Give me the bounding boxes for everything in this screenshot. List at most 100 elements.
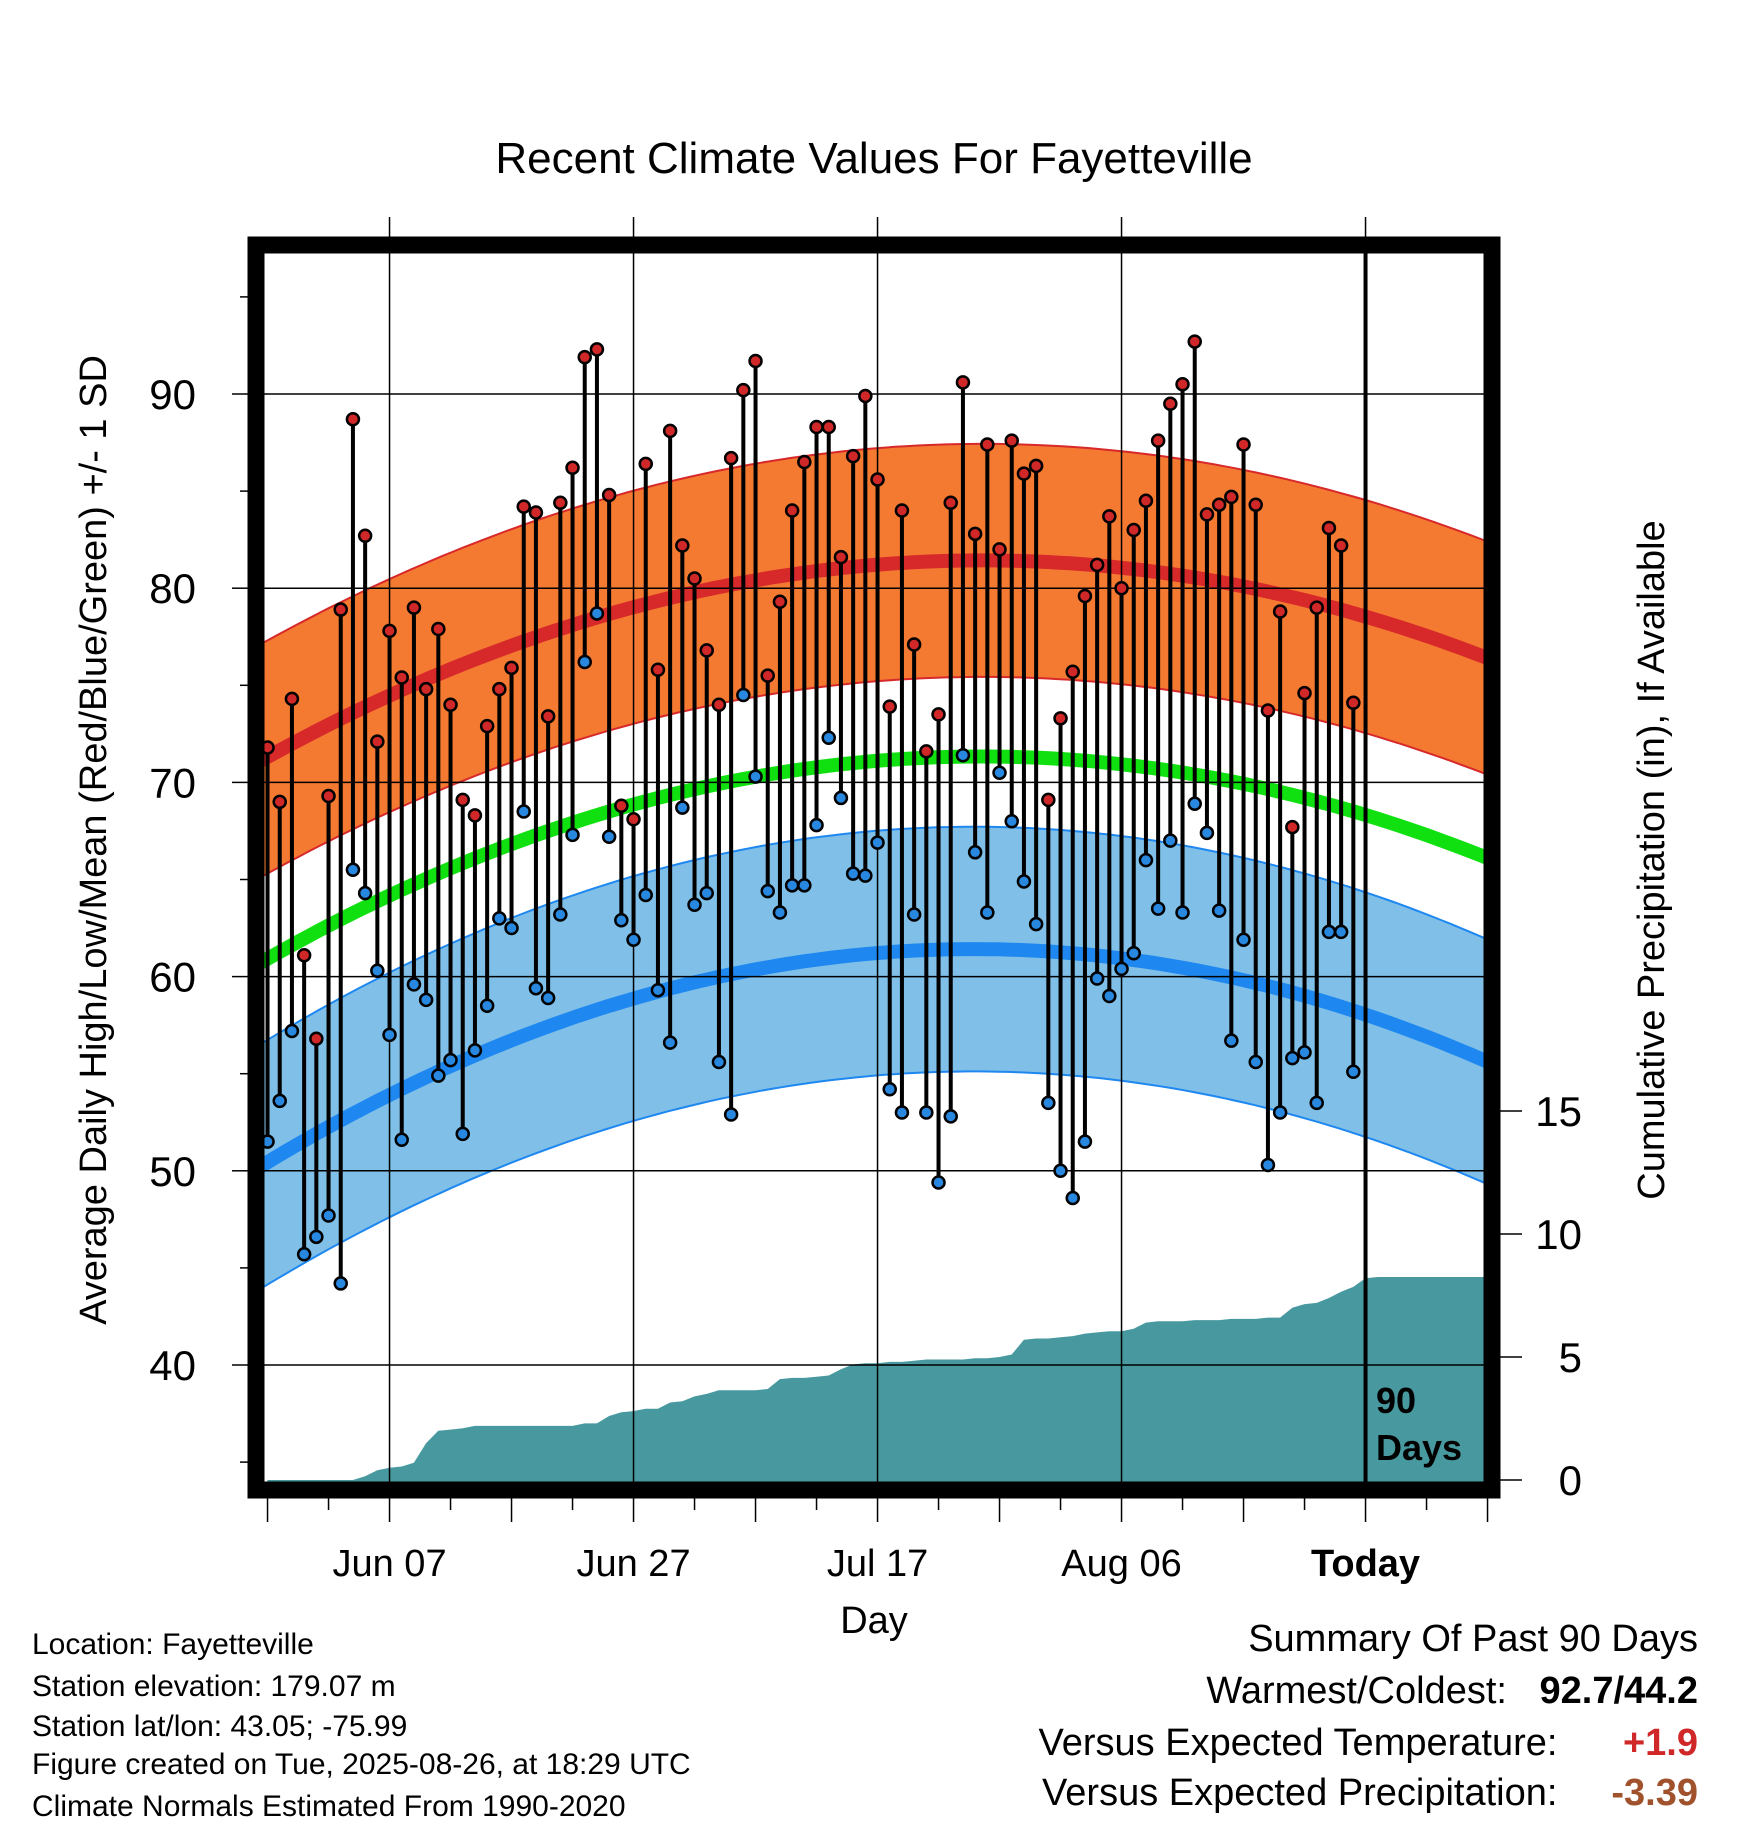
daily-high-point <box>614 798 629 813</box>
x-tick-label: Jul 17 <box>827 1543 928 1585</box>
summary-warm-cold-value: 92.7/44.2 <box>1539 1670 1698 1712</box>
daily-high-point <box>492 681 507 697</box>
daily-low-point <box>1004 813 1019 829</box>
daily-high-point <box>736 382 751 398</box>
precip-layer <box>267 1277 1492 1490</box>
daily-low-point <box>723 1107 739 1122</box>
daily-high-point <box>845 448 861 464</box>
info-latlon: Station lat/lon: 43.05; -75.99 <box>32 1710 408 1743</box>
daily-high-point <box>1199 507 1215 522</box>
daily-high-point <box>528 505 544 520</box>
daily-high-point <box>858 388 873 404</box>
daily-high-point <box>870 472 885 487</box>
daily-low-point <box>296 1247 312 1262</box>
daily-high-point <box>1285 819 1300 835</box>
summary-temp: Versus Expected Temperature: +1.9 <box>1039 1722 1698 1765</box>
daily-high-point <box>516 499 531 514</box>
daily-high-point <box>345 411 361 427</box>
daily-high-point <box>797 454 812 470</box>
daily-high-point <box>894 503 910 518</box>
daily-low-point <box>321 1208 336 1223</box>
x-tick-label: Today <box>1311 1543 1420 1585</box>
daily-high-point <box>723 450 739 466</box>
daily-high-point <box>919 744 934 759</box>
daily-high-point <box>626 812 641 827</box>
daily-low-point <box>882 1081 897 1097</box>
daily-high-point <box>1077 588 1093 604</box>
daily-high-point <box>357 528 373 544</box>
daily-high-point <box>1224 489 1239 505</box>
daily-high-point <box>699 643 714 658</box>
daily-high-point <box>540 709 556 724</box>
summary-warm-cold-label: Warmest/Coldest: <box>1206 1670 1507 1712</box>
today-days-word: Days <box>1376 1427 1462 1468</box>
daily-low-point <box>1028 916 1044 932</box>
y2-tick-label: 5 <box>1559 1334 1582 1381</box>
daily-low-point <box>1102 988 1117 1004</box>
daily-low-point <box>1260 1157 1276 1173</box>
daily-high-point <box>1089 557 1105 573</box>
daily-low-point <box>1175 905 1190 920</box>
daily-low-point <box>699 885 714 901</box>
daily-low-point <box>443 1052 458 1068</box>
summary-temp-value: +1.9 <box>1622 1722 1698 1764</box>
daily-low-point <box>431 1068 446 1083</box>
normal-bands-layer <box>252 442 1496 1293</box>
daily-high-point <box>809 419 824 435</box>
y2-tick-label: 0 <box>1559 1457 1582 1504</box>
daily-high-point <box>565 460 580 476</box>
daily-high-point <box>662 423 678 439</box>
daily-high-point <box>906 637 922 652</box>
daily-low-point <box>553 907 568 922</box>
high-sd-band <box>255 442 1494 882</box>
y-tick-label: 90 <box>149 371 196 418</box>
daily-high-point <box>272 794 287 810</box>
frame-layer <box>247 236 1501 1499</box>
y2-axis-label: Cumulative Precipitation (in), If Availa… <box>1631 520 1673 1199</box>
daily-low-point <box>1114 961 1129 977</box>
normal-high-line <box>253 553 1495 770</box>
daily-low-point <box>833 790 849 806</box>
daily-low-point <box>638 887 653 903</box>
daily-high-point <box>1053 711 1068 726</box>
daily-low-point <box>845 866 861 881</box>
daily-low-point <box>1224 1033 1239 1048</box>
daily-low-point <box>394 1132 409 1147</box>
daily-high-point <box>943 495 958 511</box>
daily-low-point <box>980 905 995 920</box>
daily-high-point <box>1163 396 1178 411</box>
daily-low-point <box>797 878 812 893</box>
daily-range-layer <box>260 334 1361 1291</box>
summary-title: Summary Of Past 90 Days <box>1248 1618 1698 1660</box>
daily-low-point <box>1272 1105 1288 1120</box>
daily-high-point <box>333 602 348 617</box>
daily-low-point <box>1150 901 1166 916</box>
daily-low-point <box>1285 1050 1300 1066</box>
info-location: Location: Fayetteville <box>32 1628 314 1661</box>
daily-low-point <box>1016 874 1032 889</box>
summary-precip-value: -3.39 <box>1611 1772 1698 1814</box>
daily-low-point <box>662 1035 678 1050</box>
daily-high-point <box>1260 703 1276 718</box>
daily-high-point <box>1102 509 1117 524</box>
y-tick-label: 70 <box>149 759 196 806</box>
daily-high-point <box>406 600 422 615</box>
daily-low-point <box>626 932 641 947</box>
daily-high-point <box>1028 458 1044 474</box>
daily-low-point <box>736 687 751 703</box>
daily-high-point <box>931 707 946 722</box>
daily-low-point <box>1248 1054 1263 1070</box>
daily-high-point <box>748 353 763 369</box>
daily-high-point <box>455 792 470 808</box>
y-tick-label: 80 <box>149 565 196 612</box>
daily-low-point <box>1138 852 1154 868</box>
daily-high-point <box>577 349 592 365</box>
daily-high-point <box>833 549 849 565</box>
today-days-number: 90 <box>1376 1380 1416 1421</box>
daily-high-point <box>601 487 617 503</box>
summary-warm-cold: Warmest/Coldest: 92.7/44.2 <box>1206 1670 1698 1713</box>
daily-low-point <box>1089 971 1105 986</box>
daily-low-point <box>711 1054 727 1070</box>
info-created: Figure created on Tue, 2025-08-26, at 18… <box>32 1748 691 1781</box>
